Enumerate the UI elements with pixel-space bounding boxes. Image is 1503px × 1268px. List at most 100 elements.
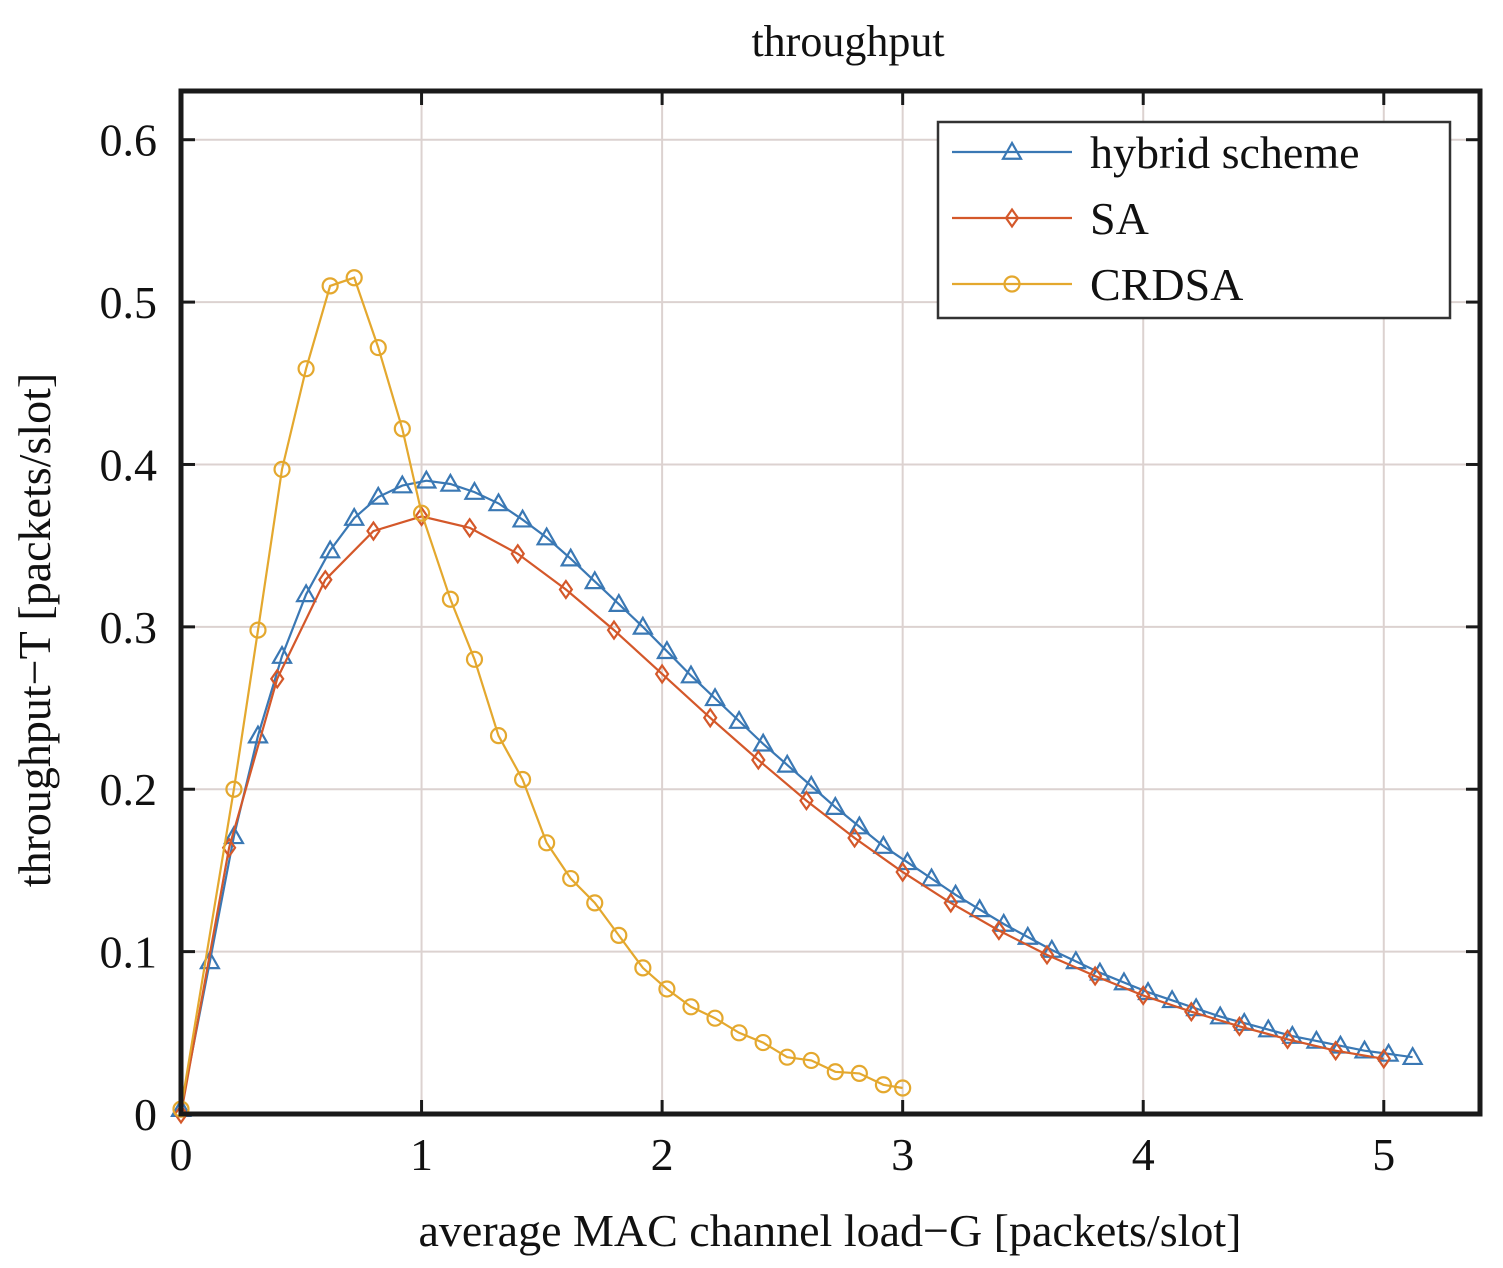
legend-marker-crdsa [1003, 275, 1021, 293]
data-point-sa [269, 668, 285, 690]
y-tick-label: 0.6 [100, 115, 158, 166]
data-point-hybrid-scheme [439, 472, 462, 492]
series-hybrid-scheme [170, 469, 1424, 1117]
x-tick-label: 1 [410, 1129, 433, 1180]
y-tick-label: 0.2 [100, 764, 158, 815]
data-point-sa [1280, 1028, 1295, 1050]
data-point-crdsa [465, 650, 484, 668]
data-point-crdsa [225, 780, 243, 798]
plot-frame [178, 88, 1483, 1117]
data-point-hybrid-scheme [391, 474, 414, 494]
data-point-crdsa [894, 1079, 912, 1097]
data-point-crdsa [393, 420, 411, 438]
data-point-hybrid-scheme [752, 732, 775, 752]
data-point-sa [318, 569, 333, 591]
x-tick-label: 2 [651, 1129, 674, 1180]
legend-marker-sa [1004, 207, 1020, 229]
data-point-crdsa [562, 869, 580, 888]
data-point-crdsa [273, 460, 291, 478]
data-point-hybrid-scheme [223, 825, 245, 845]
data-point-sa [799, 790, 814, 812]
data-point-sa [606, 619, 622, 641]
data-point-hybrid-scheme [1161, 989, 1183, 1009]
data-point-hybrid-scheme [872, 834, 895, 854]
legend: hybrid scheme SA CRDSA [936, 120, 1452, 320]
data-point-crdsa [826, 1063, 844, 1081]
series-line-crdsa [179, 276, 903, 1110]
x-tick-label: 3 [891, 1129, 914, 1180]
legend-label-hybrid-scheme: hybrid scheme [1090, 127, 1360, 178]
data-point-hybrid-scheme [1305, 1029, 1328, 1049]
data-point-crdsa [538, 834, 556, 852]
data-point-hybrid-scheme [680, 664, 702, 684]
x-tick-label: 5 [1372, 1129, 1395, 1180]
data-point-hybrid-scheme [1401, 1045, 1424, 1066]
data-point-crdsa [489, 727, 508, 745]
y-tick-label: 0.4 [100, 439, 158, 490]
data-point-hybrid-scheme [968, 898, 991, 918]
data-point-hybrid-scheme [463, 480, 486, 500]
data-point-crdsa [610, 926, 628, 944]
data-point-sa [751, 749, 766, 771]
x-axis-label: average MAC channel load−G [packets/slot… [419, 1205, 1242, 1256]
data-point-crdsa [658, 980, 676, 998]
data-point-hybrid-scheme [559, 547, 582, 567]
data-point-hybrid-scheme [487, 492, 510, 512]
data-point-hybrid-scheme [271, 644, 293, 664]
legend-label-sa: SA [1090, 193, 1149, 244]
data-point-hybrid-scheme [656, 639, 678, 660]
data-point-hybrid-scheme [1257, 1018, 1280, 1038]
series-line-sa [179, 515, 1384, 1115]
x-tick-label: 4 [1132, 1129, 1155, 1180]
data-point-hybrid-scheme [848, 815, 871, 835]
data-point-crdsa [369, 338, 387, 357]
series-sa [173, 506, 1392, 1125]
data-point-crdsa [412, 504, 431, 522]
y-tick-label: 0.5 [100, 277, 158, 328]
data-point-sa [1376, 1048, 1392, 1070]
y-axis-label: throughput−T [packets/slot] [9, 373, 60, 887]
data-point-crdsa [850, 1064, 868, 1083]
data-point-crdsa [802, 1051, 820, 1070]
data-point-hybrid-scheme [704, 687, 726, 707]
x-tick-label: 0 [170, 1129, 193, 1180]
data-point-sa [702, 707, 718, 729]
data-point-crdsa [754, 1033, 772, 1052]
data-point-hybrid-scheme [583, 570, 606, 590]
data-point-sa [366, 520, 381, 542]
data-point-hybrid-scheme [535, 526, 558, 546]
data-point-crdsa [249, 621, 267, 639]
data-point-crdsa [297, 360, 315, 378]
data-point-sa [462, 517, 477, 539]
data-point-hybrid-scheme [1209, 1005, 1232, 1025]
data-point-sa [414, 506, 429, 527]
y-tick-label: 0.1 [100, 927, 158, 978]
data-point-sa [510, 543, 526, 565]
data-point-sa [654, 663, 670, 685]
data-point-sa [558, 579, 574, 600]
data-point-sa [943, 892, 959, 914]
data-point-hybrid-scheme [367, 485, 390, 505]
data-point-crdsa [345, 269, 363, 287]
data-point-hybrid-scheme [1113, 971, 1135, 991]
data-point-hybrid-scheme [319, 539, 342, 559]
data-point-sa [173, 1103, 189, 1125]
data-point-hybrid-scheme [295, 583, 317, 603]
data-point-hybrid-scheme [343, 506, 366, 526]
data-point-sa [1135, 985, 1151, 1006]
y-tick-label: 0.3 [100, 602, 158, 653]
data-point-hybrid-scheme [728, 709, 750, 729]
tick-labels: 0 1 2 3 4 5 0 0.1 0.2 0.3 0.4 0.5 0.6 [100, 115, 1396, 1180]
data-point-crdsa [874, 1076, 893, 1094]
data-point-hybrid-scheme [1016, 925, 1039, 945]
data-point-hybrid-scheme [1353, 1039, 1376, 1059]
legend-label-crdsa: CRDSA [1090, 259, 1243, 310]
legend-marker-hybrid-scheme [1001, 140, 1023, 160]
series-layer [170, 269, 1424, 1125]
series-crdsa [172, 269, 912, 1118]
data-point-crdsa [586, 894, 604, 912]
data-point-hybrid-scheme [824, 795, 847, 815]
data-point-hybrid-scheme [415, 469, 438, 489]
y-tick-label: 0 [134, 1089, 157, 1140]
